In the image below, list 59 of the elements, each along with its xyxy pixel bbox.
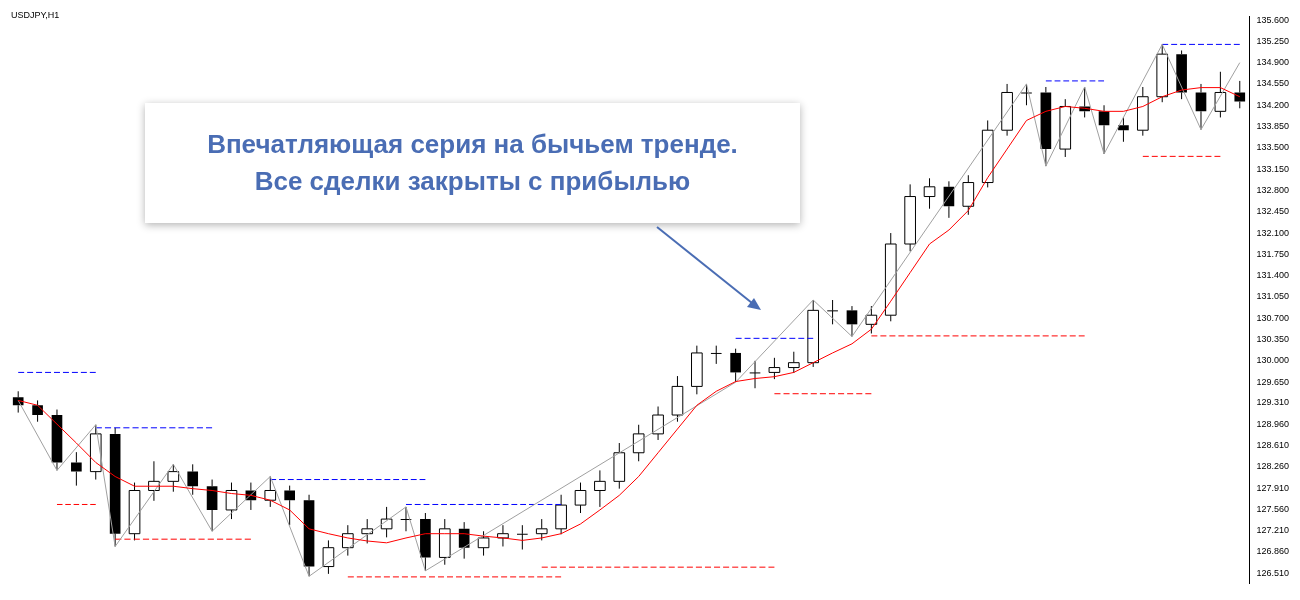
- candlestick: [322, 539, 335, 575]
- candlestick: [846, 305, 858, 338]
- candlestick: [284, 485, 295, 526]
- candlestick: [109, 427, 121, 547]
- y-tick-label: 133.150: [1256, 163, 1290, 174]
- y-tick-label: 128.260: [1256, 461, 1290, 472]
- candlestick: [361, 518, 374, 544]
- candlestick: [827, 299, 838, 325]
- y-tick-label: 126.510: [1256, 567, 1290, 578]
- candlestick: [981, 119, 994, 188]
- candlestick: [730, 348, 741, 383]
- candlestick: [187, 463, 199, 496]
- candlestick: [865, 305, 878, 334]
- y-tick-label: 126.860: [1256, 546, 1290, 557]
- candlestick: [1176, 49, 1187, 100]
- candlestick: [32, 399, 43, 423]
- y-tick-label: 133.850: [1256, 121, 1290, 132]
- candlestick: [613, 442, 626, 490]
- candlestick: [1136, 86, 1149, 137]
- callout: Впечатляющая серия на бычьем тренде. Все сделки закрыты с прибылью: [145, 103, 800, 223]
- candlestick: [303, 494, 315, 577]
- candlestick: [1059, 98, 1072, 158]
- candlestick: [1118, 116, 1129, 143]
- y-tick-label: 127.560: [1256, 503, 1290, 514]
- y-tick-label: 134.900: [1256, 57, 1290, 68]
- y-tick-label: 127.910: [1256, 482, 1290, 493]
- y-tick-label: 134.200: [1256, 99, 1290, 110]
- candlestick: [652, 406, 664, 441]
- y-tick-label: 133.500: [1256, 142, 1290, 153]
- candlestick: [904, 183, 916, 252]
- y-tick-label: 127.210: [1256, 525, 1290, 536]
- candlestick: [1234, 80, 1246, 109]
- y-tick-label: 134.550: [1256, 78, 1290, 89]
- candlestick: [710, 345, 722, 365]
- y-tick-label: 130.000: [1256, 355, 1290, 366]
- y-tick-label: 132.450: [1256, 206, 1290, 217]
- y-tick-label: 128.610: [1256, 439, 1290, 450]
- y-tick-label: 131.400: [1256, 270, 1290, 281]
- candlestick: [71, 451, 82, 487]
- candlestick: [594, 469, 606, 508]
- y-tick-label: 131.750: [1256, 248, 1290, 259]
- y-tick-label: 129.310: [1256, 397, 1290, 408]
- y-tick-label: 131.050: [1256, 291, 1290, 302]
- y-tick-label: 128.960: [1256, 418, 1290, 429]
- y-tick-label: 135.600: [1256, 14, 1290, 25]
- y-tick-label: 135.250: [1256, 35, 1290, 46]
- candlestick: [1001, 83, 1013, 137]
- candlestick: [923, 177, 936, 210]
- candlestick: [420, 512, 431, 572]
- chart-title: USDJPY,H1: [11, 10, 60, 20]
- y-tick-label: 132.800: [1256, 184, 1290, 195]
- candlestick: [1214, 71, 1227, 118]
- y-tick-label: 130.700: [1256, 312, 1290, 323]
- candlestick: [555, 494, 567, 535]
- y-tick-label: 130.350: [1256, 334, 1290, 345]
- candlestick: [517, 524, 528, 551]
- y-tick-label: 129.650: [1256, 376, 1290, 387]
- y-tick-label: 132.100: [1256, 227, 1290, 238]
- candlestick: [749, 360, 761, 389]
